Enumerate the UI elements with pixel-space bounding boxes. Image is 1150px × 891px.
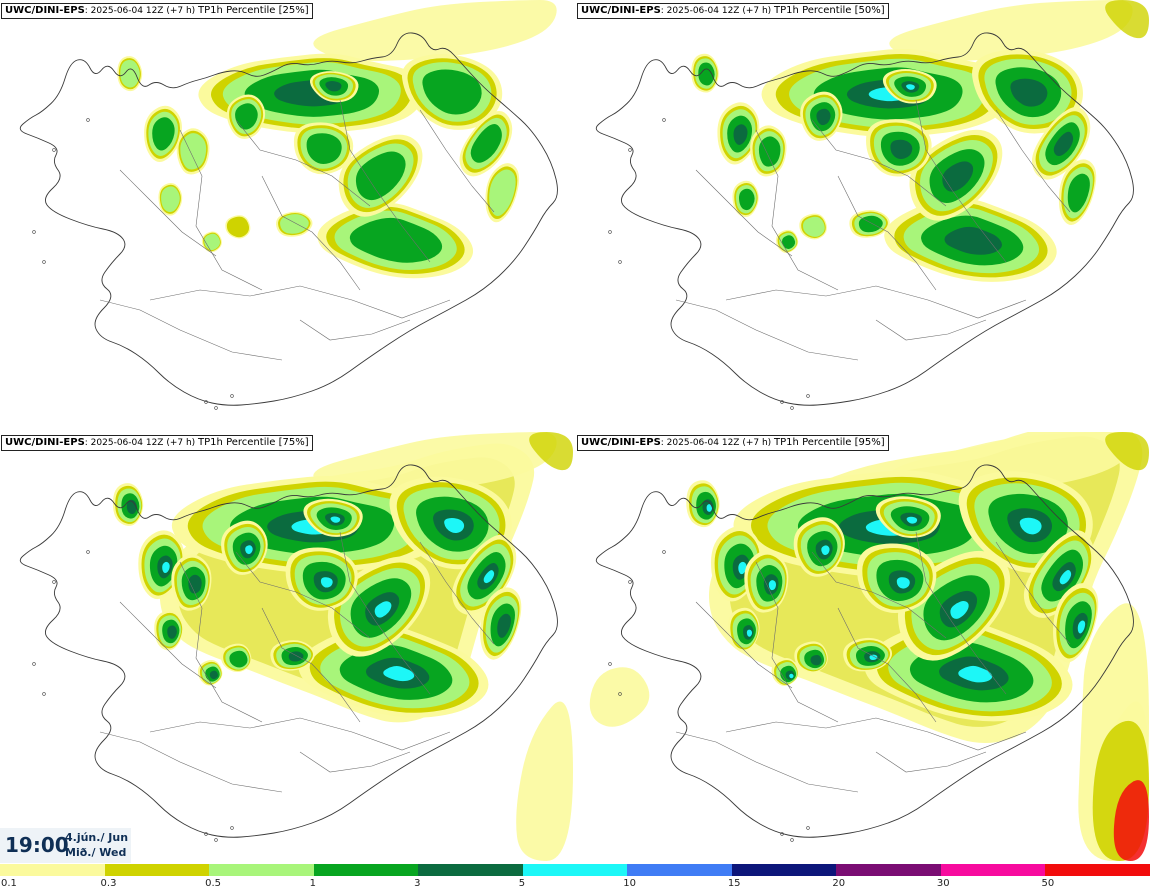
map-panel-p75: UWC/DINI-EPS: 2025-06-04 12Z (+7 h) TP1h… [0,432,573,861]
panel-title: UWC/DINI-EPS: 2025-06-04 12Z (+7 h) TP1h… [577,3,889,19]
colorbar-segment [418,864,524,876]
precip-map [19,432,573,861]
colorbar-segment [836,864,942,876]
valid-weekday: Mið./ Wed [65,846,127,859]
panel-title: UWC/DINI-EPS: 2025-06-04 12Z (+7 h) TP1h… [1,3,313,19]
iceland-coastline [19,464,558,842]
colorbar-tick-label: 0.3 [100,878,117,889]
colorbar-segment [313,864,419,876]
colorbar-segment [209,864,315,876]
precip-fields [112,432,573,861]
colorbar-tick-label: 15 [727,878,741,889]
colorbar-segment [940,864,1046,876]
iceland-coastline [19,32,558,410]
map-panel-p50: UWC/DINI-EPS: 2025-06-04 12Z (+7 h) TP1h… [576,0,1149,429]
precip-map [589,432,1149,861]
colorbar-segment [522,864,628,876]
panel-title: UWC/DINI-EPS: 2025-06-04 12Z (+7 h) TP1h… [1,435,313,451]
colorbar-tick-label: 10 [623,878,636,889]
map-panel-p95: UWC/DINI-EPS: 2025-06-04 12Z (+7 h) TP1h… [576,432,1149,861]
valid-time: 19:00 [5,833,69,857]
iceland-coastline [595,464,1134,842]
colorbar-tick-label: 3 [414,878,421,889]
colorbar-tick-label: 0.5 [205,878,221,889]
precip-map [19,0,558,410]
colorbar-segment [627,864,733,876]
colorbar-tick-label: 50 [1041,878,1055,889]
precip-fields [691,0,1149,282]
valid-time-box: 19:00 4.jún./ Jun Mið./ Wed [0,828,131,863]
precip-map [595,0,1149,410]
iceland-coastline [595,32,1134,410]
colorbar-segment [1045,864,1150,876]
colorbar-tick-label: 20 [832,878,846,889]
colorbar-legend: 0.1 0.3 0.5 1 3 5 10 15 20 30 50 [0,864,1150,891]
colorbar-segment [0,864,106,876]
precip-fields [117,0,557,279]
map-panel-p25: UWC/DINI-EPS: 2025-06-04 12Z (+7 h) TP1h… [0,0,573,429]
colorbar-segment [104,864,210,876]
colorbar-tick-label: 0.1 [1,878,17,889]
valid-date: 4.jún./ Jun [65,831,129,844]
precip-fields [589,432,1149,861]
panel-title: UWC/DINI-EPS: 2025-06-04 12Z (+7 h) TP1h… [577,435,889,451]
colorbar-tick-label: 30 [936,878,950,889]
colorbar-tick-label: 5 [518,878,526,889]
colorbar-tick-label: 1 [309,878,316,889]
colorbar-segment [731,864,837,876]
